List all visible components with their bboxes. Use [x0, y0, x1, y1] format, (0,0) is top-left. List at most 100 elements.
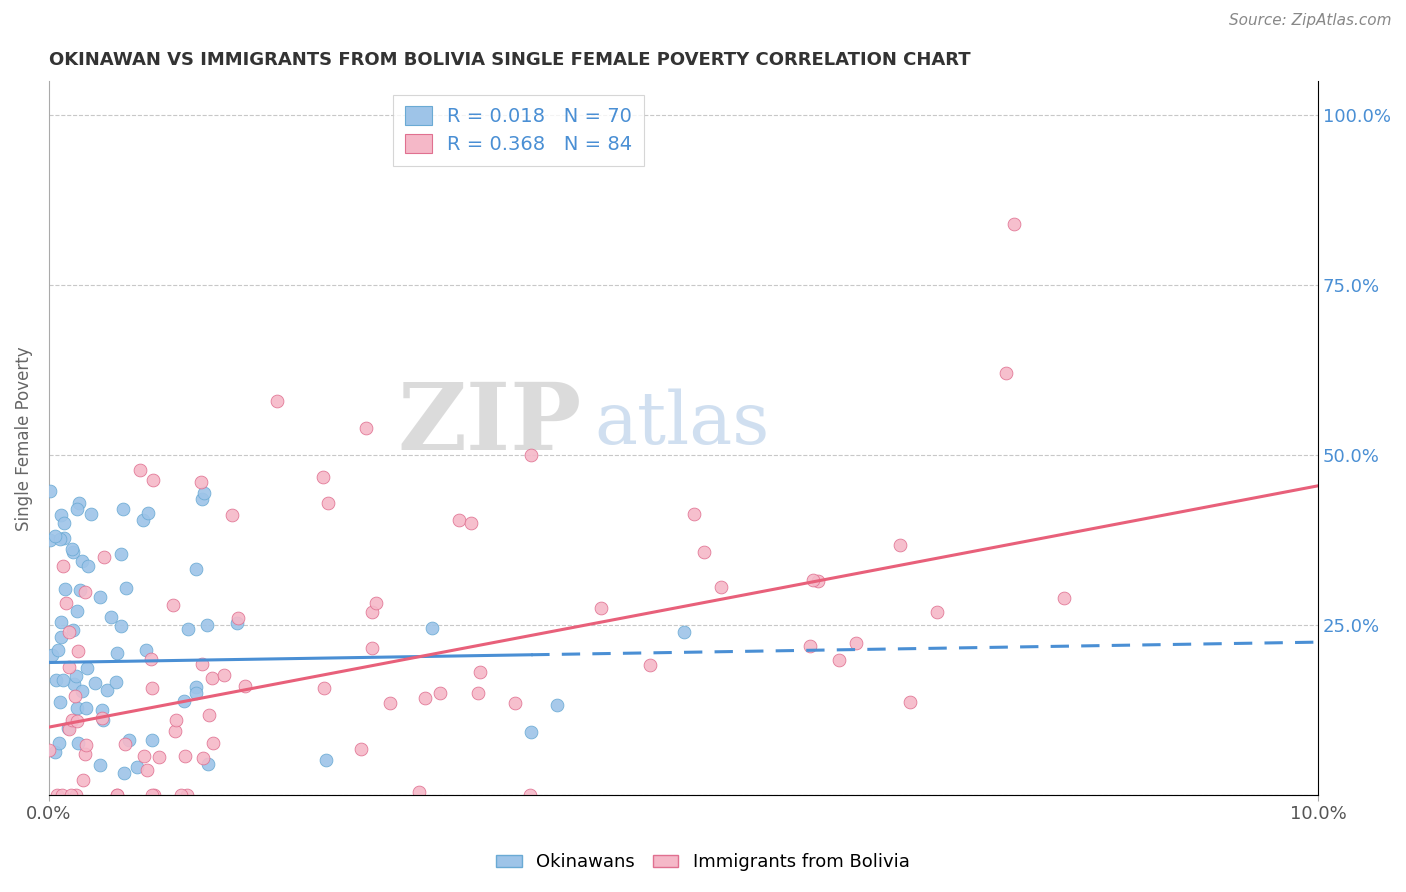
Point — [315, 753, 337, 767]
Point — [84, 675, 107, 690]
Legend: Okinawans, Immigrants from Bolivia: Okinawans, Immigrants from Bolivia — [489, 847, 917, 879]
Point — [170, 788, 193, 802]
Point — [125, 760, 148, 774]
Point — [142, 473, 165, 487]
Point — [460, 516, 482, 530]
Point — [55, 596, 77, 610]
Point — [66, 736, 89, 750]
Point — [65, 669, 87, 683]
Point — [118, 732, 141, 747]
Point — [190, 475, 212, 490]
Point — [449, 513, 471, 527]
Point — [429, 686, 451, 700]
Point — [132, 513, 155, 527]
Point — [60, 713, 83, 727]
Text: atlas: atlas — [595, 389, 770, 459]
Point — [1053, 591, 1076, 605]
Point — [413, 691, 436, 706]
Point — [898, 695, 921, 709]
Point — [212, 668, 235, 682]
Point — [519, 788, 541, 802]
Point — [350, 742, 373, 756]
Point — [44, 528, 66, 542]
Point — [190, 492, 212, 507]
Point — [141, 732, 163, 747]
Point — [994, 367, 1017, 381]
Point — [845, 636, 868, 650]
Point — [202, 736, 225, 750]
Point — [58, 660, 80, 674]
Point — [165, 713, 187, 727]
Text: Source: ZipAtlas.com: Source: ZipAtlas.com — [1229, 13, 1392, 29]
Point — [45, 788, 67, 802]
Point — [105, 674, 128, 689]
Point — [356, 421, 378, 435]
Point — [176, 788, 198, 802]
Point — [105, 646, 128, 660]
Point — [69, 582, 91, 597]
Point — [135, 642, 157, 657]
Point — [693, 544, 716, 558]
Point — [173, 749, 195, 764]
Point — [66, 502, 89, 516]
Point — [53, 516, 76, 530]
Point — [91, 713, 114, 727]
Point — [546, 698, 568, 712]
Point — [96, 683, 118, 698]
Point — [710, 581, 733, 595]
Point — [70, 684, 93, 698]
Point — [48, 735, 70, 749]
Point — [80, 507, 103, 521]
Text: OKINAWAN VS IMMIGRANTS FROM BOLIVIA SINGLE FEMALE POVERTY CORRELATION CHART: OKINAWAN VS IMMIGRANTS FROM BOLIVIA SING… — [49, 51, 970, 69]
Point — [198, 708, 221, 723]
Point — [162, 598, 184, 612]
Point — [184, 680, 207, 694]
Point — [638, 657, 661, 672]
Point — [138, 506, 160, 520]
Point — [48, 532, 70, 546]
Point — [77, 559, 100, 574]
Point — [76, 661, 98, 675]
Point — [184, 686, 207, 700]
Point — [422, 621, 444, 635]
Point — [66, 643, 89, 657]
Point — [225, 615, 247, 630]
Point — [38, 533, 60, 547]
Point — [66, 714, 89, 728]
Point — [75, 738, 97, 752]
Point — [52, 532, 75, 546]
Point — [105, 788, 128, 802]
Point — [44, 745, 66, 759]
Point — [191, 750, 214, 764]
Point — [148, 750, 170, 764]
Point — [62, 542, 84, 557]
Point — [59, 788, 82, 802]
Point — [468, 665, 491, 679]
Point — [52, 673, 75, 688]
Point — [190, 657, 212, 672]
Point — [364, 595, 387, 609]
Point — [56, 721, 79, 735]
Point — [266, 393, 288, 408]
Point — [314, 681, 336, 695]
Point — [75, 701, 97, 715]
Point — [62, 545, 84, 559]
Point — [316, 496, 339, 510]
Point — [89, 590, 111, 604]
Point — [110, 619, 132, 633]
Point — [807, 574, 830, 588]
Point — [1002, 217, 1025, 231]
Point — [72, 773, 94, 788]
Point — [69, 496, 91, 510]
Point — [105, 788, 128, 802]
Point — [41, 648, 63, 662]
Point — [51, 615, 73, 629]
Point — [75, 747, 97, 761]
Point — [112, 765, 135, 780]
Point — [380, 696, 402, 710]
Point — [65, 604, 87, 618]
Point — [38, 743, 60, 757]
Y-axis label: Single Female Poverty: Single Female Poverty — [15, 346, 32, 531]
Point — [520, 448, 543, 462]
Point — [39, 483, 62, 498]
